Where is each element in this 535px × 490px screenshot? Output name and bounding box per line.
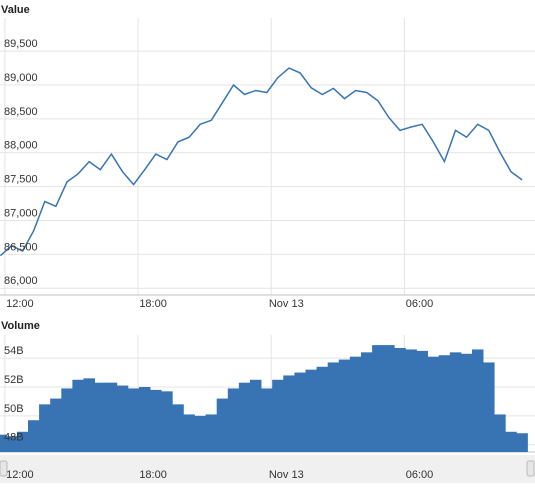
y-tick-label: 89,000 [4, 72, 38, 84]
y-tick-label: 89,500 [4, 38, 38, 50]
volume-bar [172, 404, 184, 452]
volume-bar [427, 356, 440, 452]
x-tick-label: 18:00 [139, 298, 167, 310]
navigator-handle[interactable] [0, 460, 8, 477]
y-tick-label: 50B [4, 403, 24, 415]
x-tick-label: 12:00 [6, 298, 34, 310]
y-tick-label: 87,500 [4, 174, 38, 186]
x-tick-label: 06:00 [406, 469, 434, 481]
volume-bar [39, 404, 51, 452]
volume-bar [360, 352, 373, 452]
navigator-handle[interactable] [526, 460, 535, 477]
volume-bar [0, 434, 7, 452]
y-tick-label: 88,500 [4, 106, 38, 118]
x-tick-label: 18:00 [139, 469, 167, 481]
labels: Value 86,000 86,500 87,000 87,500 88,000 88,50… [1, 4, 433, 481]
x-tick-label: 12:00 [6, 469, 34, 481]
volume-bar [183, 414, 195, 452]
volume-bar [249, 379, 262, 452]
volume-bar [272, 379, 284, 452]
volume-bar [294, 372, 306, 452]
y-tick-label: 88,000 [4, 140, 38, 152]
volume-bar [261, 388, 273, 452]
volume-bar [349, 356, 362, 452]
volume-bar [505, 431, 517, 452]
y-tick-label: 86,000 [4, 275, 38, 287]
volume-bar [327, 362, 340, 452]
volume-bar [460, 353, 473, 452]
volume-bar [127, 388, 140, 452]
volume-bar [5, 436, 18, 452]
x-tick-label: Nov 13 [269, 298, 304, 310]
volume-bar [50, 398, 62, 452]
volume-bar [305, 369, 317, 452]
y-tick-label: 87,000 [4, 207, 38, 219]
volume-bar [405, 349, 417, 452]
volume-bar [394, 348, 406, 452]
volume-bar [216, 398, 229, 452]
volume-bar [194, 415, 206, 452]
volume-bar [27, 420, 40, 452]
plots [0, 18, 535, 453]
y-tick-label: 52B [4, 374, 24, 386]
volume-bar [161, 391, 173, 452]
volume-bar [227, 388, 240, 452]
volume-bar [138, 387, 151, 452]
price-line [0, 67, 523, 257]
y-tick-label: 54B [4, 345, 24, 357]
panel-title: Value [1, 4, 30, 16]
y-tick-label: 48B [4, 432, 24, 444]
volume-bar [105, 382, 118, 452]
volume-bar [205, 414, 218, 452]
volume-bar [150, 389, 162, 452]
volume-bar [94, 382, 107, 452]
x-tick-label: Nov 13 [269, 469, 304, 481]
volume-bar [471, 349, 484, 452]
volume-bar [438, 355, 451, 452]
volume-bar [449, 352, 462, 452]
navigator [0, 455, 535, 483]
volume-bar [372, 345, 384, 452]
volume-bar [116, 385, 129, 452]
volume-bar [483, 362, 495, 452]
y-tick-label: 86,500 [4, 241, 38, 253]
volume-bar [61, 388, 73, 452]
volume-bar [283, 375, 295, 452]
panel-title: Volume [1, 320, 40, 332]
volume-bar [83, 378, 95, 452]
volume-bar [383, 345, 395, 452]
volume-bar [238, 382, 251, 452]
volume-bar [494, 414, 506, 452]
volume-bar [72, 379, 84, 452]
volume-bar [316, 366, 329, 452]
x-tick-label: 06:00 [406, 298, 434, 310]
volume-bar [338, 359, 351, 452]
volume-bar [16, 431, 29, 452]
volume-bar [416, 350, 428, 452]
volume-bar [516, 433, 528, 452]
